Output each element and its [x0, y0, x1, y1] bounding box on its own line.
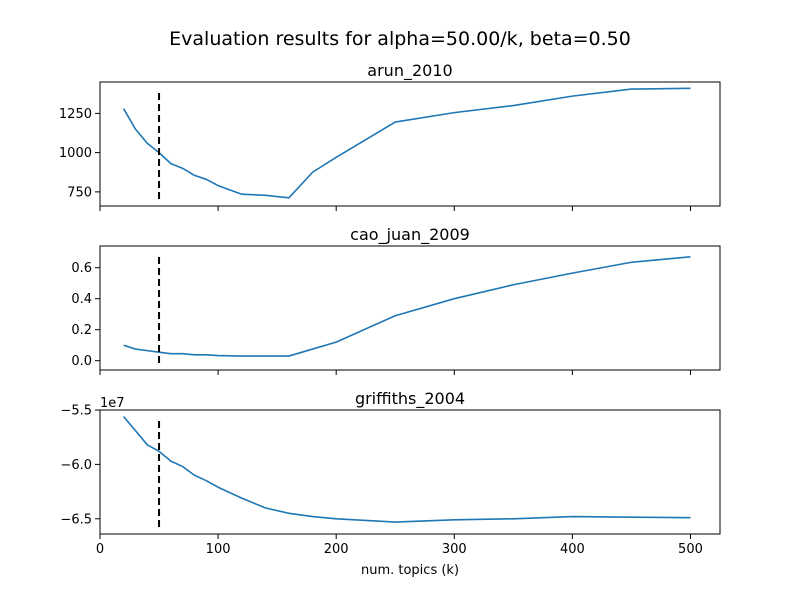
subplot-griffiths-2004: griffiths_2004 0 100 200 300 400 500 −5.5 −6.0 −… — [60, 389, 721, 557]
data-point — [181, 465, 183, 467]
subplot-title: arun_2010 — [367, 61, 452, 81]
data-point — [512, 104, 514, 106]
y-tick-label: 0.2 — [71, 323, 92, 338]
data-point — [193, 174, 195, 176]
data-point — [571, 515, 573, 517]
data-point — [288, 355, 290, 357]
data-point — [241, 355, 243, 357]
y-tick-label: 0.6 — [71, 261, 92, 276]
data-point — [512, 284, 514, 286]
data-point — [134, 429, 136, 431]
data-point — [146, 142, 148, 144]
data-point — [453, 519, 455, 521]
data-point — [217, 486, 219, 488]
data-point — [241, 193, 243, 195]
data-point — [170, 353, 172, 355]
data-point — [630, 88, 632, 90]
data-point — [146, 349, 148, 351]
data-point — [205, 178, 207, 180]
data-point — [311, 515, 313, 517]
data-point — [335, 518, 337, 520]
subplot-cao-juan-2009: cao_juan_2009 0.0 0.2 0.4 0.6 — [71, 225, 721, 375]
y-tick-label: −5.5 — [60, 404, 92, 419]
y-tick-label: 0.4 — [71, 292, 92, 307]
data-point — [134, 128, 136, 130]
x-tick-label: 0 — [96, 542, 104, 557]
data-point — [512, 518, 514, 520]
y-offset-label: 1e7 — [100, 396, 125, 411]
data-point — [630, 261, 632, 263]
y-tick-label: 750 — [67, 185, 92, 200]
y-tick-label: −6.5 — [60, 512, 92, 527]
data-point — [311, 171, 313, 173]
data-point — [311, 348, 313, 350]
data-point — [122, 107, 124, 109]
data-point — [181, 353, 183, 355]
data-point — [205, 354, 207, 356]
plot-frame — [99, 81, 721, 207]
data-point — [335, 341, 337, 343]
data-point — [264, 194, 266, 196]
data-point — [264, 507, 266, 509]
data-point — [689, 87, 691, 89]
y-tick-label: 1250 — [59, 107, 92, 122]
data-point — [394, 315, 396, 317]
x-tick-label: 300 — [442, 542, 467, 557]
data-point — [193, 474, 195, 476]
data-point — [689, 256, 691, 258]
data-point — [288, 197, 290, 199]
subplot-title: cao_juan_2009 — [350, 225, 470, 245]
series-line — [123, 256, 691, 357]
x-tick-label: 400 — [560, 542, 585, 557]
series-line — [123, 416, 691, 523]
data-point — [158, 450, 160, 452]
data-point — [170, 460, 172, 462]
data-point — [170, 162, 172, 164]
data-point — [571, 272, 573, 274]
data-point — [181, 167, 183, 169]
data-point — [453, 298, 455, 300]
data-point — [689, 516, 691, 518]
data-point — [205, 480, 207, 482]
data-point — [241, 497, 243, 499]
figure-title: Evaluation results for alpha=50.00/k, be… — [169, 28, 631, 50]
data-point — [335, 156, 337, 158]
x-tick-label: 200 — [324, 542, 349, 557]
data-point — [217, 184, 219, 186]
x-axis-label: num. topics (k) — [361, 563, 459, 578]
data-point — [146, 444, 148, 446]
data-point — [217, 354, 219, 356]
data-point — [122, 415, 124, 417]
data-point — [134, 348, 136, 350]
subplot-arun-2010: arun_2010 750 1000 1250 — [59, 61, 721, 211]
plot-frame — [99, 245, 721, 371]
data-point — [122, 344, 124, 346]
plot-frame — [99, 409, 721, 535]
x-tick-label: 500 — [678, 542, 703, 557]
data-point — [394, 121, 396, 123]
y-tick-label: 1000 — [59, 146, 92, 161]
data-point — [630, 516, 632, 518]
subplot-title: griffiths_2004 — [355, 389, 465, 409]
data-point — [394, 521, 396, 523]
series-line — [122, 87, 691, 199]
data-point — [264, 355, 266, 357]
y-tick-label: −6.0 — [60, 458, 92, 473]
y-tick-label: 0.0 — [71, 354, 92, 369]
data-point — [571, 95, 573, 97]
data-point — [193, 354, 195, 356]
data-point — [453, 111, 455, 113]
x-tick-label: 100 — [206, 542, 231, 557]
data-point — [288, 512, 290, 514]
